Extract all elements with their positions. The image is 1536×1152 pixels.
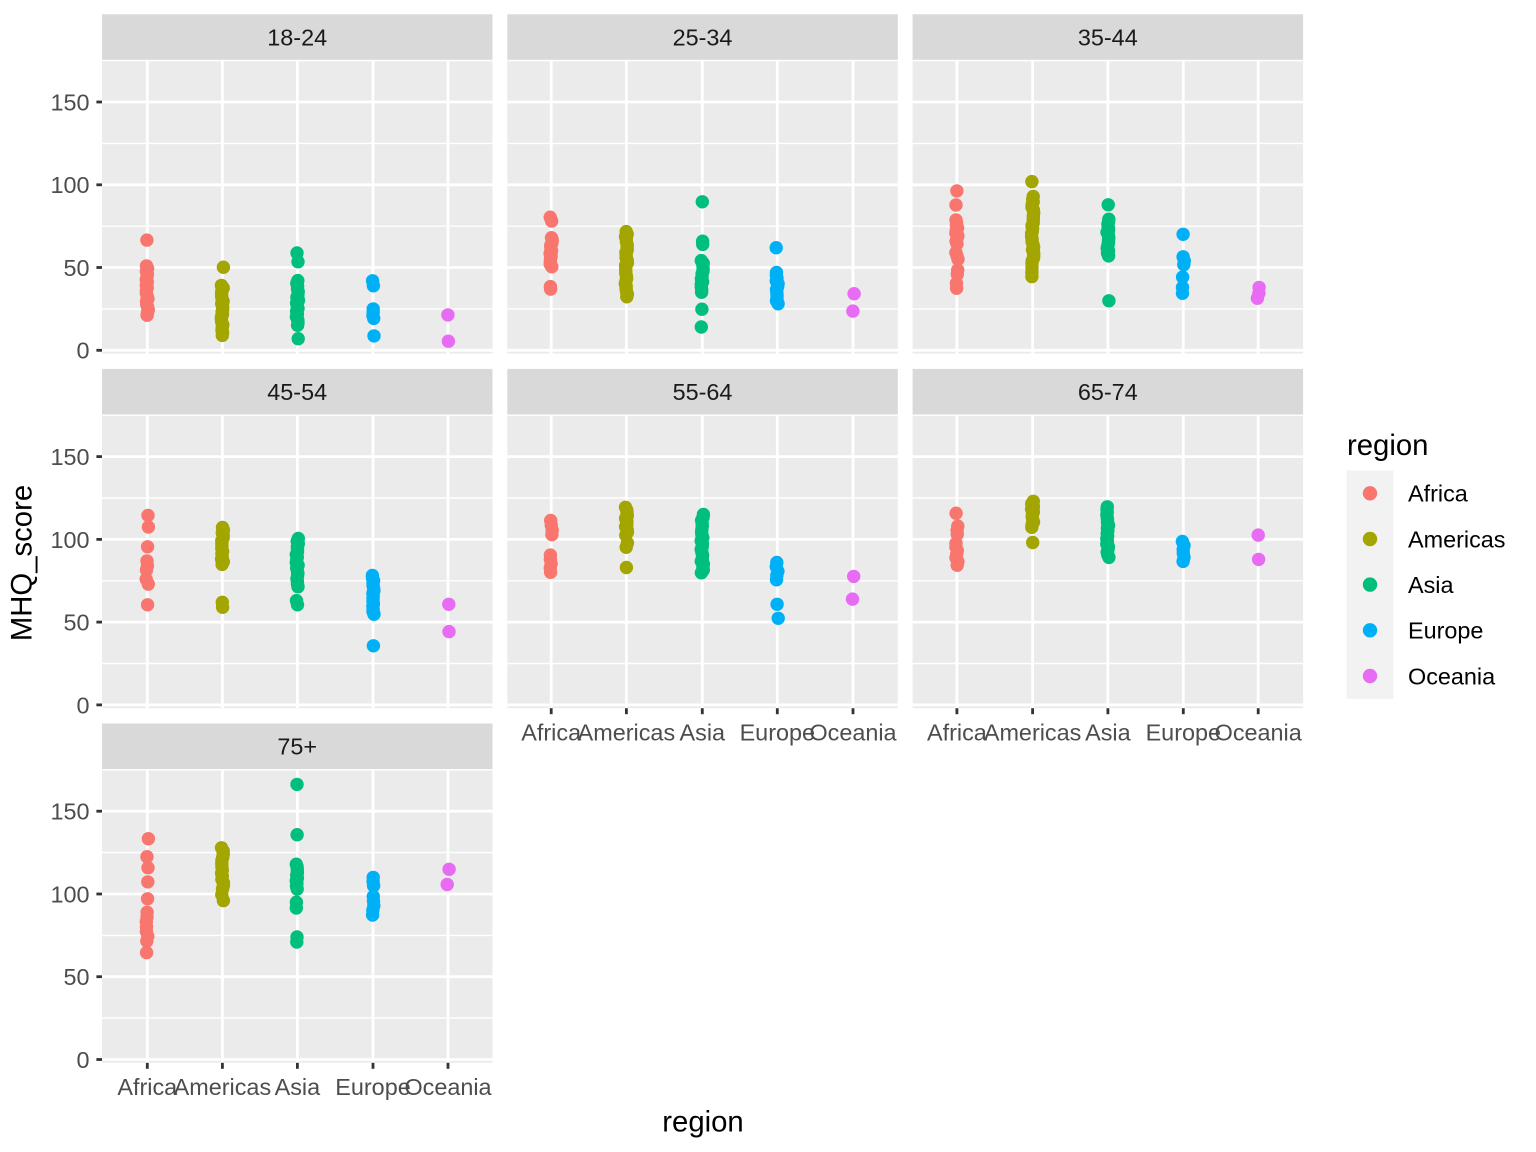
svg-text:Asia: Asia — [1085, 720, 1131, 746]
svg-text:region: region — [662, 1106, 743, 1139]
svg-text:Africa: Africa — [521, 720, 582, 746]
svg-text:Oceania: Oceania — [1215, 720, 1303, 746]
svg-text:Asia: Asia — [1408, 572, 1454, 598]
svg-text:Americas: Americas — [984, 720, 1081, 746]
svg-text:45-54: 45-54 — [267, 379, 327, 405]
svg-text:150: 150 — [50, 444, 89, 470]
svg-text:55-64: 55-64 — [673, 379, 733, 405]
svg-text:Europe: Europe — [335, 1074, 410, 1100]
svg-text:Oceania: Oceania — [809, 720, 897, 746]
svg-text:150: 150 — [50, 89, 89, 115]
svg-text:150: 150 — [50, 799, 89, 825]
svg-text:MHQ_score: MHQ_score — [6, 485, 39, 641]
svg-text:0: 0 — [76, 692, 89, 718]
svg-text:Europe: Europe — [1146, 720, 1221, 746]
svg-text:100: 100 — [50, 172, 89, 198]
svg-text:35-44: 35-44 — [1078, 25, 1138, 51]
svg-text:Africa: Africa — [927, 720, 988, 746]
svg-text:75+: 75+ — [277, 734, 317, 760]
svg-text:Americas: Americas — [578, 720, 675, 746]
svg-text:Asia: Asia — [275, 1074, 321, 1100]
svg-text:0: 0 — [76, 1047, 89, 1073]
svg-text:Europe: Europe — [740, 720, 815, 746]
svg-text:Africa: Africa — [1408, 481, 1469, 507]
svg-text:50: 50 — [63, 610, 89, 636]
svg-text:Africa: Africa — [117, 1074, 178, 1100]
svg-text:18-24: 18-24 — [267, 25, 327, 51]
svg-text:Oceania: Oceania — [1408, 663, 1496, 689]
svg-text:50: 50 — [63, 255, 89, 281]
svg-text:Oceania: Oceania — [404, 1074, 492, 1100]
svg-text:Americas: Americas — [1408, 526, 1505, 552]
svg-text:Europe: Europe — [1408, 618, 1483, 644]
svg-text:65-74: 65-74 — [1078, 379, 1138, 405]
svg-text:0: 0 — [76, 338, 89, 364]
svg-text:Asia: Asia — [680, 720, 726, 746]
svg-text:50: 50 — [63, 964, 89, 990]
svg-text:100: 100 — [50, 527, 89, 553]
svg-text:100: 100 — [50, 881, 89, 907]
svg-text:region: region — [1347, 429, 1428, 462]
svg-text:Americas: Americas — [174, 1074, 271, 1100]
svg-text:25-34: 25-34 — [673, 25, 733, 51]
